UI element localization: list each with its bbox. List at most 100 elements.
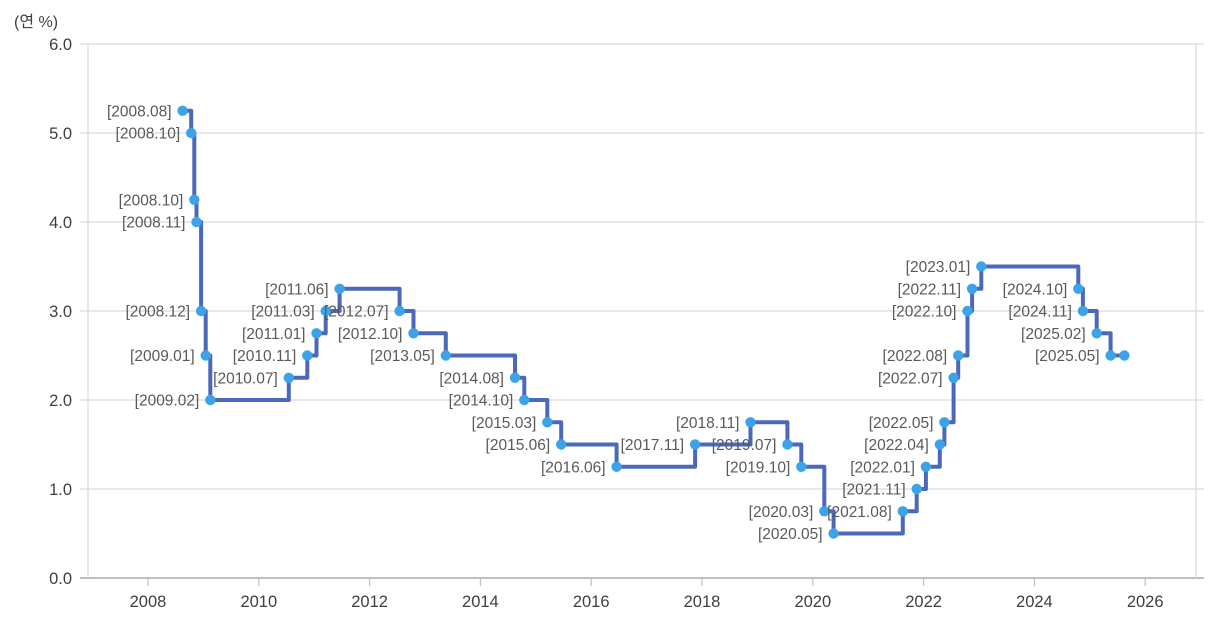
point-label: [2024.10]: [1003, 281, 1068, 298]
x-tick-label: 2020: [794, 593, 831, 611]
point-label: [2012.07]: [324, 304, 389, 321]
data-point: [408, 328, 419, 339]
data-point: [200, 350, 211, 361]
x-tick-label: 2008: [130, 593, 167, 611]
point-label: [2023.01]: [906, 259, 971, 276]
point-label: [2009.01]: [130, 348, 195, 365]
point-label: [2009.02]: [135, 393, 200, 410]
y-tick-label: 4.0: [49, 214, 72, 232]
point-label: [2008.10]: [119, 192, 184, 209]
point-label: [2022.11]: [898, 281, 962, 298]
point-label: [2022.04]: [864, 437, 929, 454]
point-label: [2019.10]: [726, 459, 791, 476]
point-label: [2022.01]: [850, 459, 915, 476]
x-tick-label: 2016: [573, 593, 610, 611]
y-tick-label: 2.0: [49, 392, 72, 410]
point-label-layer: [2008.08] [2008.10] [2008.10] [2008.11] [200…: [107, 103, 1100, 543]
point-label: [2018.11]: [676, 415, 740, 432]
point-label: [2020.05]: [758, 526, 823, 543]
data-point: [177, 105, 188, 117]
data-point: [897, 506, 908, 517]
data-point: [948, 372, 959, 383]
point-label: [2008.10]: [116, 126, 181, 143]
y-tick-label: 5.0: [49, 125, 72, 143]
data-point: [302, 350, 313, 361]
point-label: [2022.05]: [869, 415, 934, 432]
data-point: [320, 305, 331, 317]
point-label: [2008.08]: [107, 103, 172, 120]
data-point: [1119, 350, 1130, 361]
point-label: [2022.08]: [883, 348, 948, 365]
data-point: [939, 417, 950, 428]
data-point: [191, 216, 202, 228]
data-point: [311, 328, 322, 339]
point-label: [2011.06]: [265, 281, 329, 298]
x-tick-label: 2022: [905, 593, 942, 611]
data-point: [689, 439, 701, 450]
data-point: [745, 417, 756, 428]
x-tick-label: 2018: [684, 593, 721, 611]
x-tick-label: 2012: [351, 593, 388, 611]
point-label: [2008.12]: [125, 304, 190, 321]
data-point: [611, 461, 622, 472]
data-point: [1105, 350, 1116, 361]
point-label: [2016.06]: [541, 459, 606, 476]
y-tick-label: 0.0: [49, 570, 72, 588]
point-label: [2025.05]: [1035, 348, 1100, 365]
point-label: [2015.06]: [486, 437, 551, 454]
data-point: [953, 350, 964, 361]
x-tick-label: 2014: [462, 593, 499, 611]
y-axis-unit-label: (연 %): [14, 13, 58, 31]
point-label: [2022.07]: [878, 370, 943, 387]
point-label: [2013.05]: [370, 348, 435, 365]
data-point: [819, 506, 830, 517]
point-label: [2017.11]: [621, 437, 685, 454]
point-label: [2021.11]: [842, 482, 906, 499]
data-point: [334, 283, 345, 294]
data-point: [440, 350, 451, 361]
data-point: [509, 372, 521, 383]
data-point: [976, 261, 987, 272]
point-label: [2022.10]: [892, 304, 957, 321]
point-label: [2021.08]: [827, 504, 892, 521]
data-point: [782, 439, 793, 450]
y-tick-label: 3.0: [49, 303, 72, 321]
point-label: [2012.10]: [338, 326, 403, 343]
data-point: [283, 372, 294, 383]
point-label: [2015.03]: [472, 415, 537, 432]
point-label: [2024.11]: [1008, 304, 1072, 321]
data-point: [189, 194, 200, 205]
point-label: [2010.07]: [213, 370, 278, 387]
data-point: [556, 439, 567, 450]
rate-step-line: [180, 108, 1127, 536]
point-label: [2010.11]: [233, 348, 297, 365]
data-point: [394, 305, 405, 317]
data-point: [195, 305, 207, 317]
data-point: [934, 439, 945, 450]
data-point: [962, 305, 973, 317]
data-point: [1073, 283, 1084, 294]
y-tick-label: 1.0: [49, 481, 72, 499]
data-point: [205, 394, 216, 406]
series-layer: [177, 105, 1130, 539]
point-label: [2014.10]: [449, 393, 514, 410]
data-point: [796, 461, 807, 472]
data-point: [1091, 328, 1102, 339]
x-tick-label: 2010: [240, 593, 277, 611]
axis-layer: 0.0 1.0 2.0 3.0 4.0 5.0 6.0 2008 2010 2012 2014 201…: [49, 36, 1163, 611]
x-tick-label: 2026: [1127, 593, 1164, 611]
data-point: [542, 417, 553, 428]
y-tick-label: 6.0: [49, 36, 72, 54]
data-point: [920, 461, 932, 472]
point-label: [2025.02]: [1021, 326, 1086, 343]
data-point: [519, 394, 530, 406]
data-point: [911, 483, 922, 495]
point-label: [2020.03]: [749, 504, 814, 521]
point-label: [2008.11]: [122, 215, 186, 232]
data-point: [966, 283, 978, 294]
data-point: [1077, 305, 1089, 317]
point-label: [2011.03]: [251, 304, 315, 321]
point-label: [2019.07]: [712, 437, 777, 454]
